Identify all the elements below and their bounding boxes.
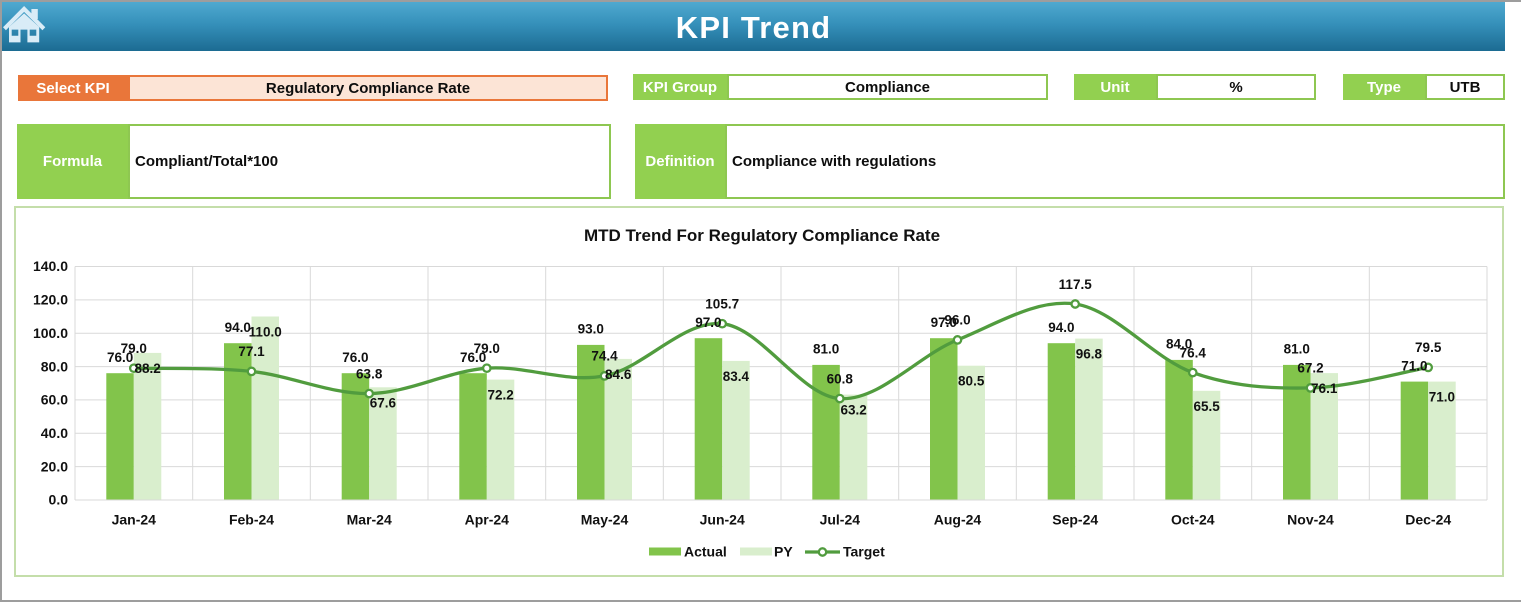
svg-text:84.6: 84.6	[605, 367, 632, 382]
svg-text:80.5: 80.5	[958, 374, 985, 389]
svg-text:105.7: 105.7	[705, 297, 739, 312]
svg-text:67.6: 67.6	[370, 395, 397, 410]
svg-text:93.0: 93.0	[578, 322, 604, 337]
svg-text:May-24: May-24	[581, 512, 629, 528]
svg-text:Sep-24: Sep-24	[1052, 512, 1098, 528]
svg-text:Oct-24: Oct-24	[1171, 512, 1215, 528]
svg-text:71.0: 71.0	[1429, 390, 1455, 405]
svg-text:100.0: 100.0	[33, 325, 68, 341]
svg-text:77.1: 77.1	[238, 344, 265, 359]
svg-text:72.2: 72.2	[487, 388, 513, 403]
svg-text:96.0: 96.0	[944, 313, 970, 328]
svg-text:0.0: 0.0	[49, 492, 69, 508]
svg-text:Feb-24: Feb-24	[229, 512, 274, 528]
svg-text:81.0: 81.0	[813, 342, 839, 357]
svg-text:Jul-24: Jul-24	[820, 512, 861, 528]
svg-text:79.0: 79.0	[474, 341, 500, 356]
svg-text:117.5: 117.5	[1059, 277, 1093, 292]
svg-text:60.8: 60.8	[827, 371, 854, 386]
svg-text:63.2: 63.2	[840, 403, 866, 418]
svg-text:94.0: 94.0	[1048, 320, 1074, 335]
svg-text:74.4: 74.4	[591, 349, 618, 364]
svg-text:65.5: 65.5	[1193, 399, 1220, 414]
svg-text:Target: Target	[843, 544, 885, 560]
svg-text:63.8: 63.8	[356, 366, 383, 381]
svg-text:Dec-24: Dec-24	[1405, 512, 1451, 528]
svg-text:Mar-24: Mar-24	[347, 512, 392, 528]
svg-text:76.1: 76.1	[1311, 381, 1338, 396]
svg-text:76.0: 76.0	[342, 350, 368, 365]
svg-text:83.4: 83.4	[723, 369, 750, 384]
svg-text:80.0: 80.0	[41, 358, 68, 374]
svg-text:97.0: 97.0	[931, 315, 957, 330]
svg-text:84.0: 84.0	[1166, 337, 1192, 352]
svg-text:79.5: 79.5	[1415, 340, 1442, 355]
svg-text:94.0: 94.0	[225, 320, 251, 335]
svg-text:MTD Trend For Regulatory Compl: MTD Trend For Regulatory Compliance Rate	[584, 226, 940, 245]
svg-text:Actual: Actual	[684, 544, 727, 560]
svg-text:Jun-24: Jun-24	[700, 512, 745, 528]
svg-text:Apr-24: Apr-24	[465, 512, 510, 528]
svg-text:20.0: 20.0	[41, 458, 68, 474]
svg-text:81.0: 81.0	[1284, 342, 1310, 357]
svg-text:60.0: 60.0	[41, 392, 68, 408]
svg-text:Nov-24: Nov-24	[1287, 512, 1334, 528]
svg-text:76.0: 76.0	[107, 350, 133, 365]
svg-text:97.0: 97.0	[695, 315, 721, 330]
svg-text:Aug-24: Aug-24	[934, 512, 982, 528]
svg-text:67.2: 67.2	[1297, 361, 1323, 376]
svg-text:96.8: 96.8	[1076, 347, 1103, 362]
svg-text:79.0: 79.0	[121, 341, 147, 356]
svg-text:120.0: 120.0	[33, 292, 68, 308]
svg-text:76.0: 76.0	[460, 350, 486, 365]
svg-text:40.0: 40.0	[41, 425, 68, 441]
svg-text:110.0: 110.0	[249, 325, 282, 340]
svg-text:PY: PY	[774, 544, 793, 560]
svg-text:Jan-24: Jan-24	[112, 512, 157, 528]
svg-text:88.2: 88.2	[134, 361, 160, 376]
svg-text:71.0: 71.0	[1401, 358, 1427, 373]
svg-text:76.4: 76.4	[1180, 345, 1207, 360]
svg-text:140.0: 140.0	[33, 258, 68, 274]
